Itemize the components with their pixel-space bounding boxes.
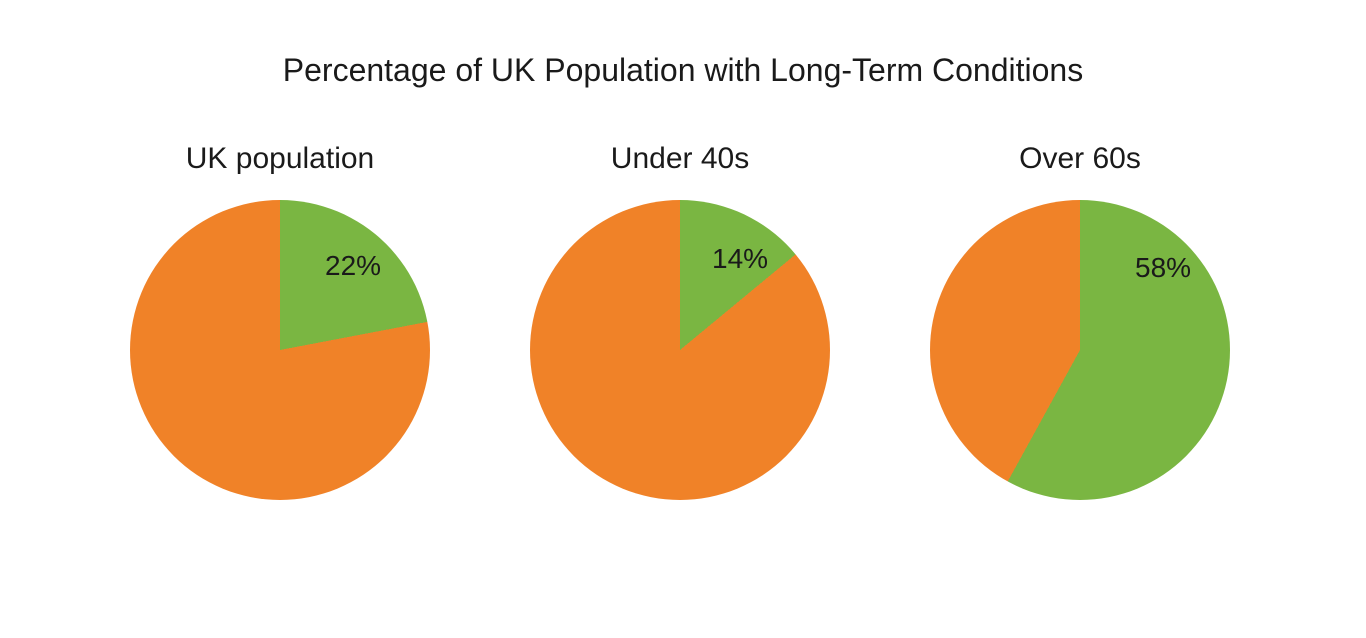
pie-slice-over-60s xyxy=(930,200,1230,500)
pie-value-label-under-40s: 14% xyxy=(712,243,768,275)
pie-chart-over-60s xyxy=(930,200,1230,500)
chart-title-over-60s: Over 60s xyxy=(930,142,1230,176)
pie-chart-under-40s xyxy=(530,200,830,500)
pie-value-label-uk-population: 22% xyxy=(325,250,381,282)
pie-chart-uk-population xyxy=(130,200,430,500)
pie-slice-under-40s xyxy=(530,200,830,500)
page-title: Percentage of UK Population with Long-Te… xyxy=(0,52,1366,89)
chart-title-uk-population: UK population xyxy=(130,142,430,176)
chart-title-under-40s: Under 40s xyxy=(530,142,830,176)
chart-page: Percentage of UK Population with Long-Te… xyxy=(0,0,1366,638)
pie-value-label-over-60s: 58% xyxy=(1135,252,1191,284)
pie-slice-uk-population xyxy=(130,200,430,500)
